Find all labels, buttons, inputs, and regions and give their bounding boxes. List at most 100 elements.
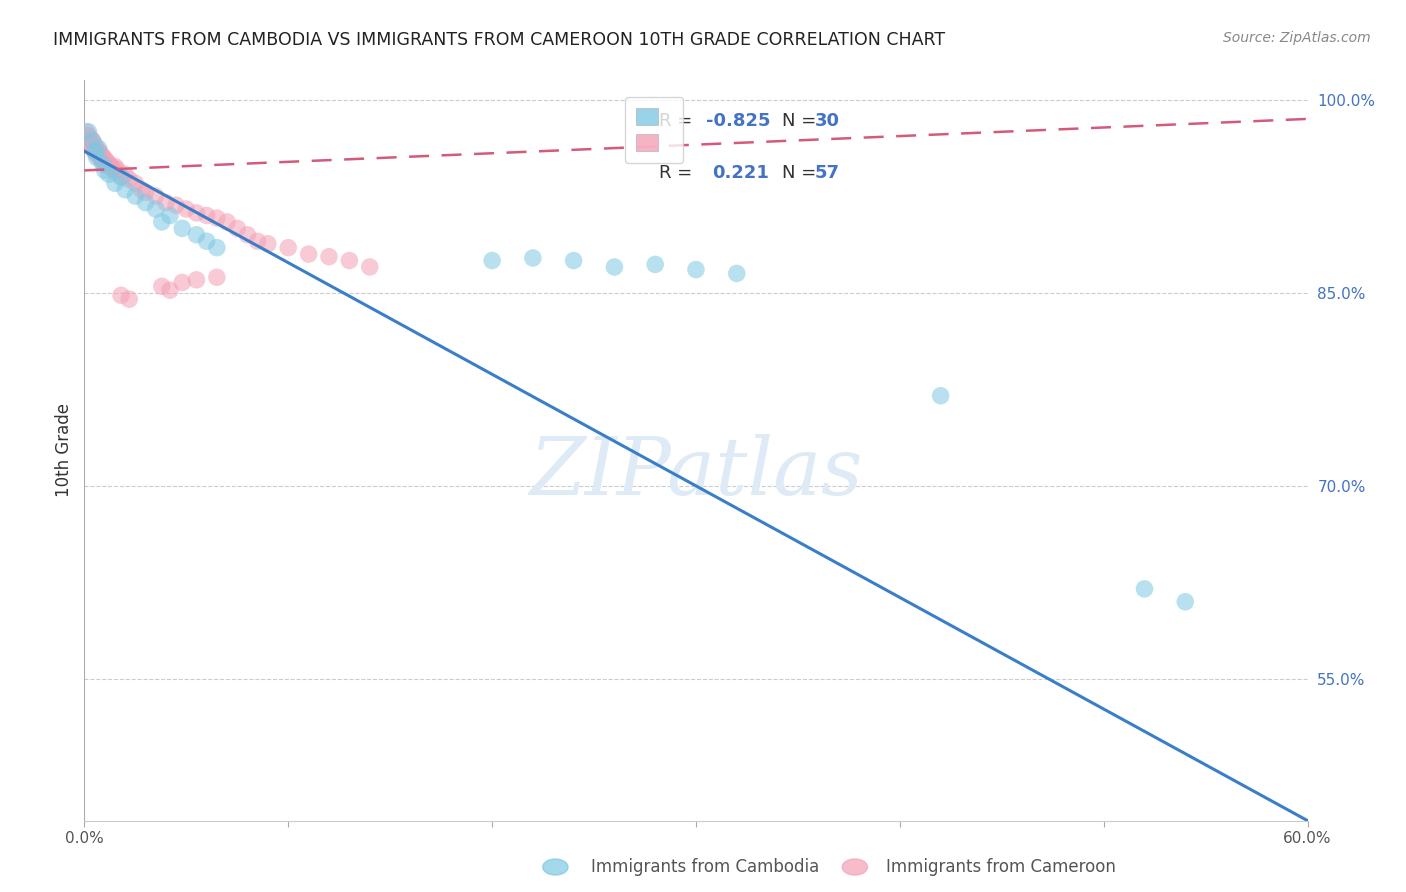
Point [298,247,321,261]
Point [150,215,173,229]
Point [145,202,167,216]
Point [83,144,105,158]
Point [226,221,249,235]
Point [562,253,585,268]
Point [87,142,110,156]
Text: R =: R = [659,112,699,130]
Point [603,260,626,274]
Point [82,134,104,148]
Text: -0.825: -0.825 [706,112,770,130]
Point [93,157,115,171]
Point [159,209,181,223]
Point [145,189,167,203]
Point [481,253,503,268]
Point [150,279,173,293]
Point [339,253,361,268]
Y-axis label: 10th Grade: 10th Grade [55,403,73,498]
Point [83,137,105,152]
Point [359,260,381,274]
Text: Source: ZipAtlas.com: Source: ZipAtlas.com [1223,31,1371,45]
Point [186,273,208,287]
Point [114,183,136,197]
Text: R =: R = [659,164,699,182]
Point [318,250,340,264]
Point [195,209,218,223]
Text: 57: 57 [814,164,839,182]
Point [685,262,707,277]
Point [77,134,100,148]
Point [105,162,128,177]
Point [217,215,239,229]
Point [155,195,177,210]
Point [104,160,127,174]
Point [100,160,122,174]
Point [110,288,132,302]
Point [77,128,100,143]
Point [97,160,120,174]
Point [83,144,105,158]
Point [82,142,104,156]
Point [205,270,228,285]
Point [104,164,127,178]
Point [87,144,110,158]
Point [124,176,146,190]
Point [236,227,259,242]
Point [135,186,157,200]
Point [93,163,115,178]
Point [114,167,136,181]
Point [86,146,108,161]
Text: N =: N = [782,164,821,182]
Point [165,198,187,212]
Text: 0.221: 0.221 [711,164,769,182]
Point [172,221,194,235]
Point [186,227,208,242]
Point [522,251,544,265]
Point [159,283,181,297]
Point [97,157,120,171]
Legend: , : , [626,96,683,163]
Point [725,267,748,281]
Text: Immigrants from Cameroon: Immigrants from Cameroon [886,858,1115,876]
Point [82,134,104,148]
Point [110,169,132,184]
Point [97,167,120,181]
Point [172,276,194,290]
Point [93,152,115,166]
Point [174,202,197,216]
Point [131,183,153,197]
Point [91,154,114,169]
Point [79,131,101,145]
Text: 30: 30 [814,112,839,130]
Point [929,389,952,403]
Point [91,157,114,171]
Point [1174,595,1197,609]
Point [118,292,141,306]
Point [205,211,228,225]
Point [195,234,218,248]
Point [86,151,108,165]
Text: Immigrants from Cambodia: Immigrants from Cambodia [591,858,818,876]
Point [79,137,101,152]
Point [87,149,110,163]
Point [118,172,141,186]
Point [96,154,118,169]
Point [110,169,132,184]
Point [124,189,146,203]
Point [644,257,666,271]
Point [277,241,299,255]
Point [257,236,280,251]
Point [86,142,108,156]
Point [101,162,124,177]
Point [1133,582,1156,596]
Point [205,241,228,255]
Point [90,152,112,166]
Point [75,125,97,139]
Point [90,146,112,161]
Text: IMMIGRANTS FROM CAMBODIA VS IMMIGRANTS FROM CAMEROON 10TH GRADE CORRELATION CHAR: IMMIGRANTS FROM CAMBODIA VS IMMIGRANTS F… [53,31,946,49]
Text: N =: N = [782,112,821,130]
Point [186,206,208,220]
Point [91,149,114,163]
Point [246,234,269,248]
Point [104,176,127,190]
Point [135,195,157,210]
